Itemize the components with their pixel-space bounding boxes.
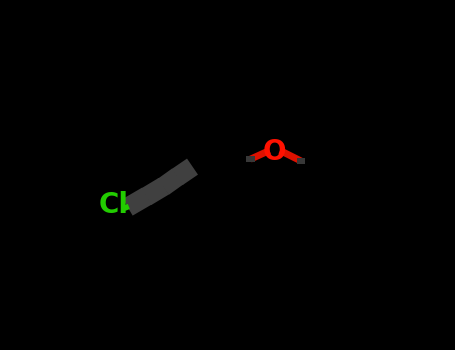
Text: O: O — [263, 138, 287, 166]
FancyBboxPatch shape — [246, 156, 255, 162]
Text: Cl: Cl — [99, 191, 129, 219]
FancyBboxPatch shape — [297, 158, 305, 164]
